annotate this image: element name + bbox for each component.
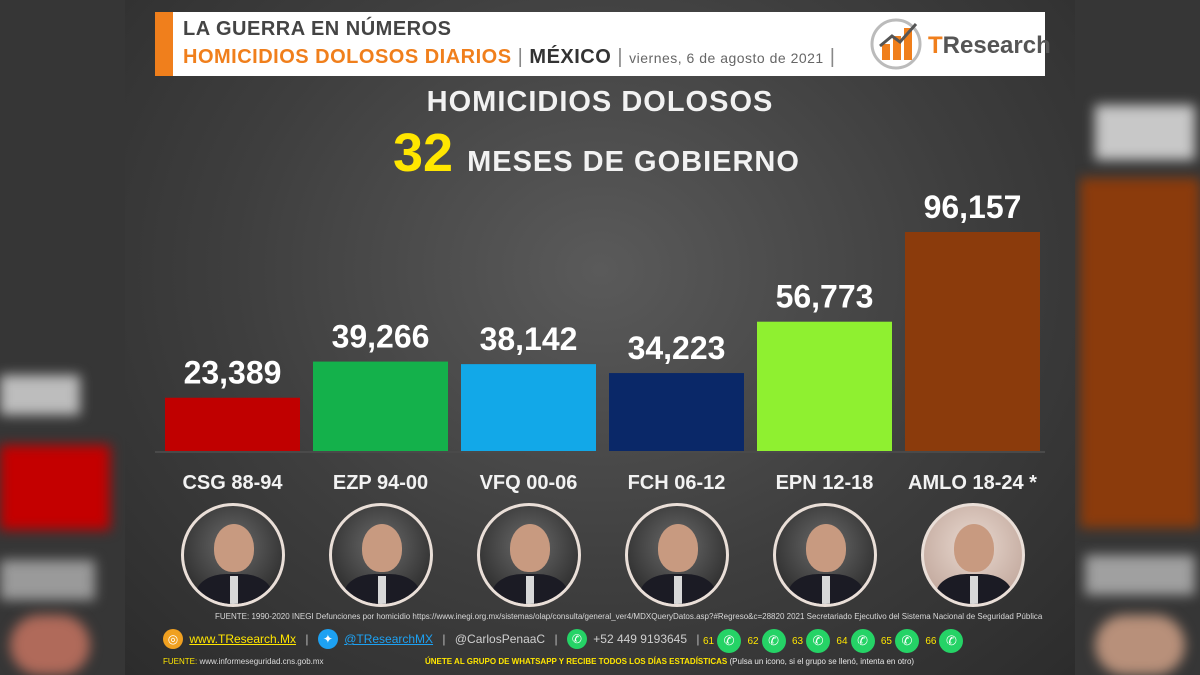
- fuente-line: FUENTE: www.informeseguridad.cns.gob.mx: [163, 657, 324, 666]
- bar-5: [757, 321, 892, 451]
- bar-2: [313, 361, 448, 451]
- group-number: 66: [925, 635, 937, 647]
- footer-separator: |: [696, 632, 700, 646]
- header-date: viernes, 6 de agosto de 2021: [629, 50, 824, 66]
- author-handle: @CarlosPenaaC: [454, 632, 546, 646]
- category-label: VFQ 00-06: [479, 472, 578, 494]
- web-link[interactable]: www.TResearch.Mx: [189, 632, 297, 646]
- whatsapp-icon[interactable]: ✆: [895, 629, 919, 653]
- right-blurred-background: [1075, 0, 1200, 675]
- tresearch-logo: TResearch: [870, 16, 1051, 72]
- bar-4: [609, 373, 744, 451]
- group-number: 64: [836, 635, 848, 647]
- header-title: LA GUERRA EN NÚMEROS: [183, 18, 452, 40]
- source-note: FUENTE: 1990-2020 INEGI Defunciones por …: [215, 612, 1043, 621]
- twitter-handle[interactable]: @TResearchMX: [344, 632, 434, 646]
- whatsapp-groups: 61 ✆ 62 ✆ 63 ✆ 64 ✆ 65 ✆ 66 ✆: [703, 629, 966, 653]
- header-separator: |: [829, 46, 836, 68]
- whatsapp-group-button[interactable]: 61 ✆: [703, 629, 742, 653]
- join-rest: (Pulsa un icono, si el grupo se llenó, i…: [729, 657, 915, 666]
- whatsapp-icon[interactable]: ✆: [761, 629, 786, 653]
- category-label: EZP 94-00: [332, 472, 429, 494]
- logo-letter-t: T: [928, 32, 943, 59]
- president-photo: [920, 503, 1025, 607]
- bar-value-label: 96,157: [924, 189, 1022, 225]
- group-number: 62: [747, 635, 759, 647]
- bar-3: [461, 364, 596, 451]
- globe-icon: ◎: [163, 629, 183, 649]
- footer-separator: |: [554, 632, 558, 646]
- footer-separator: |: [305, 632, 309, 646]
- president-photo: [476, 503, 581, 607]
- months-number: 32: [393, 123, 454, 183]
- president-photo: [624, 503, 729, 607]
- footer-separator: |: [442, 632, 446, 646]
- whatsapp-group-button[interactable]: 64 ✆: [836, 629, 875, 653]
- category-label: FCH 06-12: [627, 472, 726, 494]
- header-banner: LA GUERRA EN NÚMEROS HOMICIDIOS DOLOSOS …: [155, 12, 1051, 76]
- header-country: MÉXICO: [529, 46, 612, 68]
- bar-value-label: 39,266: [332, 319, 430, 355]
- whatsapp-group-button[interactable]: 65 ✆: [881, 629, 919, 653]
- whatsapp-icon[interactable]: ✆: [806, 629, 831, 653]
- group-number: 63: [791, 635, 804, 647]
- join-whatsapp-text: ÚNETE AL GRUPO DE WHATSAPP Y RECIBE TODO…: [425, 657, 914, 666]
- header-accent-stripe: [155, 12, 173, 76]
- president-photo: [772, 503, 877, 607]
- whatsapp-icon: ✆: [566, 629, 587, 649]
- bar-6: [905, 232, 1040, 451]
- whatsapp-group-button[interactable]: 62 ✆: [747, 629, 786, 653]
- twitter-icon: ✦: [317, 629, 338, 649]
- bar-value-label: 38,142: [480, 321, 578, 357]
- president-photo: [328, 503, 433, 607]
- bar-value-label: 23,389: [184, 355, 282, 391]
- infographic-card: LA GUERRA EN NÚMEROS HOMICIDIOS DOLOSOS …: [125, 0, 1075, 675]
- chart-subtitle: 32 MESES DE GOBIERNO: [393, 122, 800, 184]
- president-photo: [180, 503, 285, 607]
- whatsapp-icon[interactable]: ✆: [850, 629, 875, 653]
- whatsapp-group-button[interactable]: 63 ✆: [791, 629, 831, 653]
- header-separator: |: [617, 46, 624, 68]
- chart-title: HOMICIDIOS DOLOSOS: [426, 86, 774, 118]
- whatsapp-icon[interactable]: ✆: [717, 629, 742, 653]
- whatsapp-group-button[interactable]: 66 ✆: [925, 629, 964, 653]
- join-bold: ÚNETE AL GRUPO DE WHATSAPP Y RECIBE TODO…: [425, 657, 728, 666]
- fuente-label: FUENTE:: [163, 657, 198, 666]
- category-label: AMLO 18-24 *: [908, 472, 1037, 494]
- logo-chart-icon: [870, 18, 922, 70]
- logo-wordmark: TResearch: [928, 32, 1051, 60]
- left-blurred-background: [0, 0, 125, 675]
- header-topic: HOMICIDIOS DOLOSOS DIARIOS: [183, 46, 512, 68]
- fuente-url[interactable]: www.informeseguridad.cns.gob.mx: [199, 657, 324, 666]
- header-separator: |: [517, 46, 524, 68]
- logo-word-rest: Research: [942, 32, 1051, 59]
- whatsapp-icon[interactable]: ✆: [939, 629, 964, 653]
- bar-value-label: 34,223: [628, 330, 726, 366]
- footer-bar: ◎ www.TResearch.Mx | ✦ @TResearchMX | @C…: [163, 629, 1043, 653]
- header-subtitle: HOMICIDIOS DOLOSOS DIARIOS | MÉXICO | vi…: [183, 46, 835, 69]
- bar-1: [165, 397, 300, 451]
- category-label: EPN 12-18: [775, 472, 874, 494]
- months-label: MESES DE GOBIERNO: [467, 146, 800, 178]
- bar-value-label: 56,773: [776, 279, 874, 315]
- group-number: 61: [703, 635, 715, 647]
- category-label: CSG 88-94: [182, 472, 283, 494]
- phone-number: +52 449 9193645: [593, 632, 688, 646]
- bar-chart: 23,389 39,266 38,142 34,223 56,773 96,157: [155, 189, 1045, 453]
- group-number: 65: [880, 635, 892, 647]
